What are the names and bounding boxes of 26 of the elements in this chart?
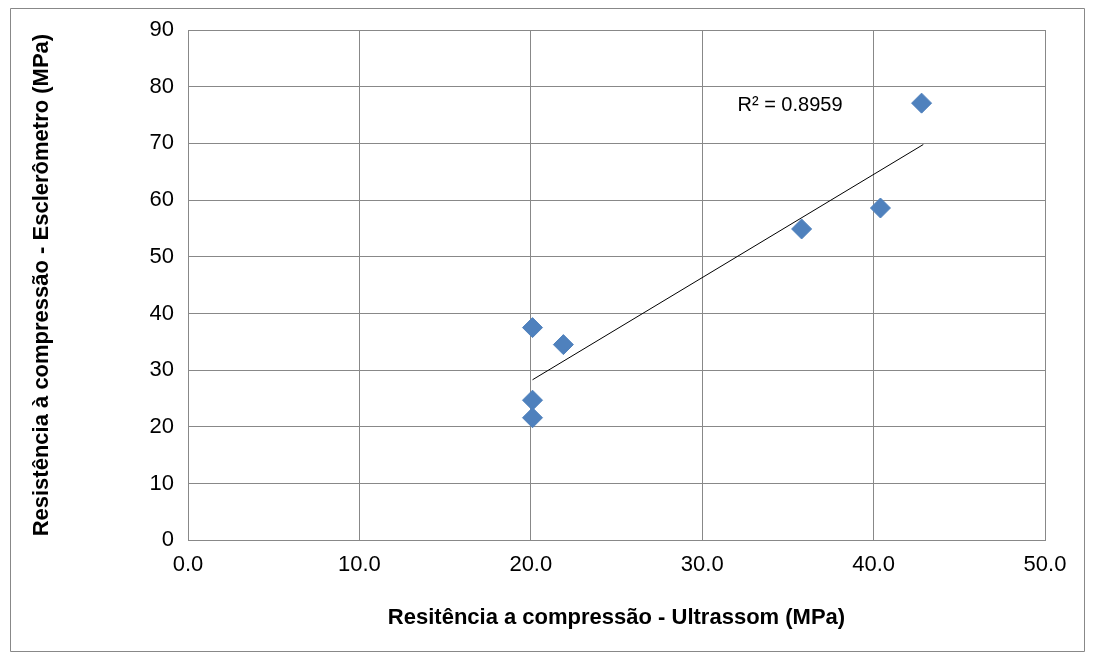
x-tick-label: 0.0 bbox=[172, 551, 204, 577]
y-tick-label: 60 bbox=[149, 186, 174, 212]
annotation: R² = 0.8959 bbox=[737, 92, 843, 115]
y-tick-label: 50 bbox=[149, 242, 174, 268]
point bbox=[911, 92, 933, 114]
x-axis-title: Resitência a compressão - Ultrassom (MPa) bbox=[387, 603, 846, 629]
y-tick-label: 80 bbox=[149, 72, 174, 98]
point bbox=[522, 407, 544, 429]
x-tick-label: 50.0 bbox=[1023, 551, 1067, 577]
y-tick-label: 0 bbox=[161, 526, 174, 552]
y-tick-label: 30 bbox=[149, 356, 174, 382]
point bbox=[522, 389, 544, 411]
y-tick-label: 10 bbox=[149, 469, 174, 495]
x-tick-label: 20.0 bbox=[509, 551, 553, 577]
x-tick-label: 40.0 bbox=[852, 551, 896, 577]
x-tick-label: 10.0 bbox=[337, 551, 381, 577]
y-tick-label: 40 bbox=[149, 299, 174, 325]
point bbox=[869, 197, 891, 219]
point bbox=[791, 218, 813, 240]
point bbox=[552, 334, 574, 356]
y-tick-label: 90 bbox=[149, 16, 174, 42]
x-tick-label: 30.0 bbox=[680, 551, 724, 577]
point bbox=[522, 317, 544, 339]
y-tick-label: 70 bbox=[149, 129, 174, 155]
y-axis-title: Resistência à compressão - Esclerômetro (MPa) bbox=[28, 33, 54, 537]
y-tick-label: 20 bbox=[149, 412, 174, 438]
